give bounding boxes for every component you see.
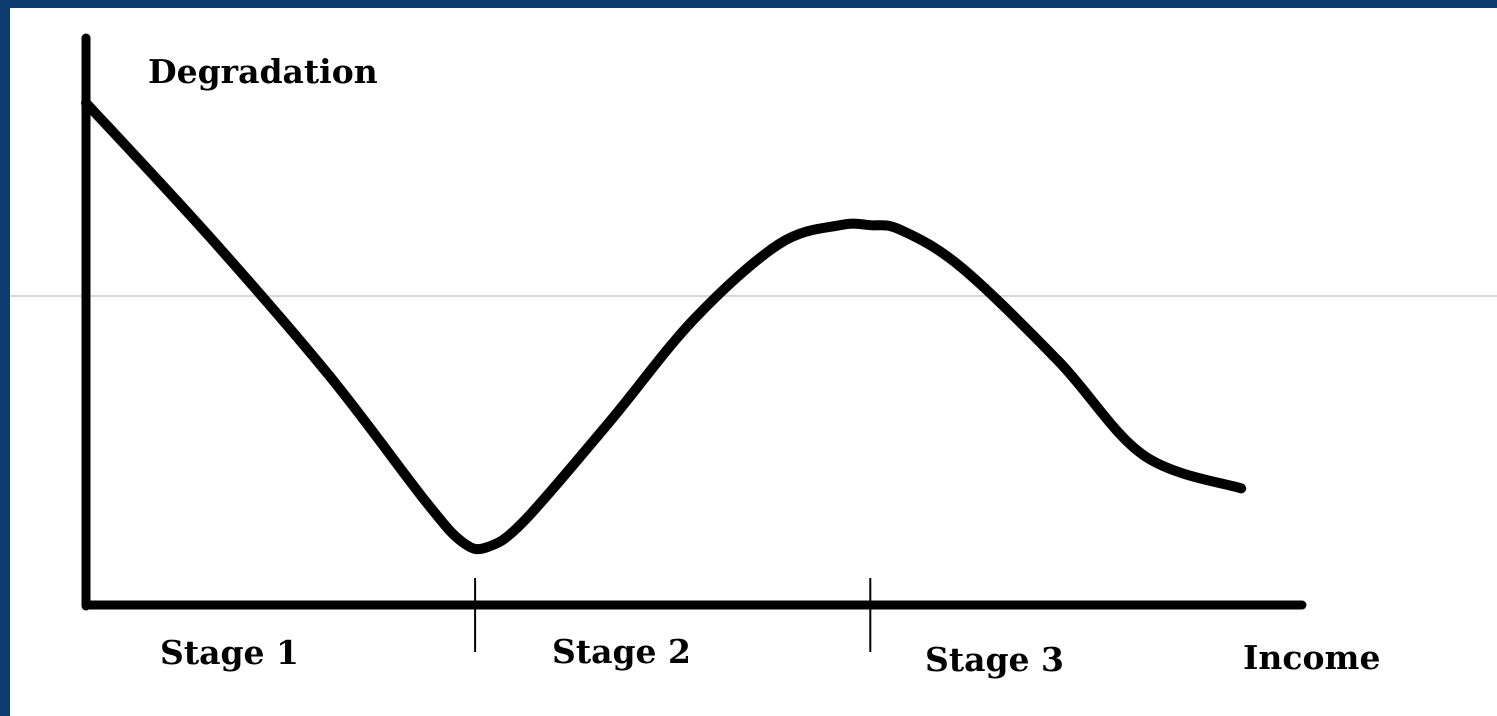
stage-label-2: Stage 2 <box>552 632 691 671</box>
degradation-curve <box>81 98 1247 555</box>
x-axis-label: Income <box>1243 638 1380 677</box>
y-axis-label: Degradation <box>148 52 378 91</box>
stage-label-3: Stage 3 <box>925 640 1064 679</box>
stage-label-1: Stage 1 <box>160 633 299 672</box>
chart: Degradation Stage 1 Stage 2 Stage 3 Inco… <box>10 33 1497 679</box>
chart-frame: Degradation Stage 1 Stage 2 Stage 3 Inco… <box>10 8 1497 716</box>
